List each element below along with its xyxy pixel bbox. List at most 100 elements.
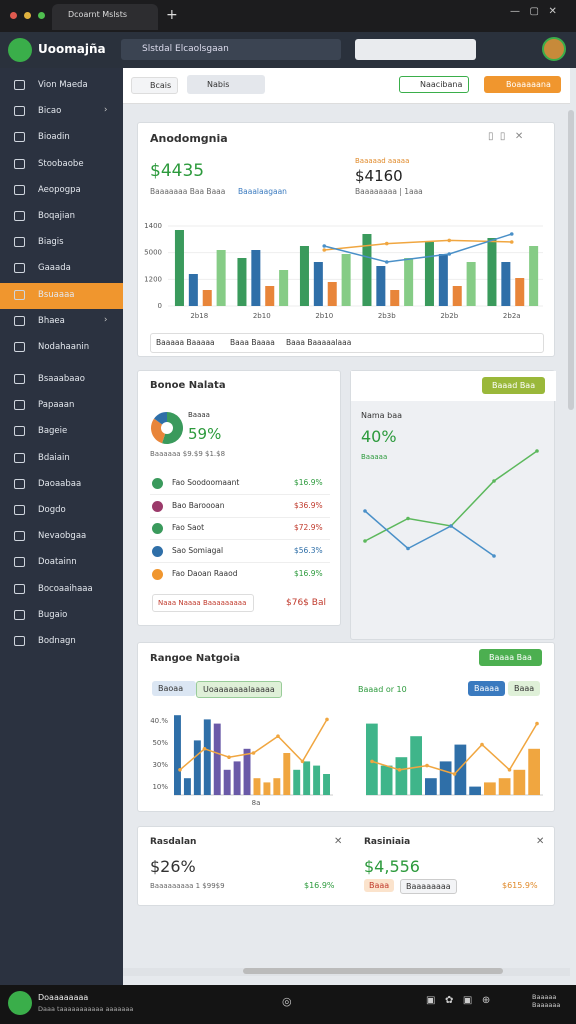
tab-title: Dcoarnt Mslsts [68, 10, 128, 19]
line-point [202, 747, 207, 751]
nav-item[interactable]: Bhaea [38, 315, 65, 326]
y-tick-label: 0 [158, 302, 162, 310]
nav-icon [14, 158, 25, 169]
bar [188, 274, 198, 306]
bar [452, 286, 462, 306]
line-point [251, 751, 256, 755]
nav-item[interactable]: Nodahaanin [38, 342, 90, 352]
nav-icon [14, 557, 25, 568]
line-point [384, 241, 389, 246]
legend-pill[interactable]: Baaaa [468, 681, 506, 696]
bar [469, 786, 481, 795]
nav-item[interactable]: Dogdo [38, 505, 66, 515]
card-title: Anodomgnia [150, 132, 228, 145]
nav-item[interactable]: Nevaobgaa [38, 531, 87, 542]
trend-card: Baaad Baa Nama baa 40% Baaaaa [350, 370, 556, 640]
pie-hole [161, 422, 173, 434]
y-tick-label: 5000 [144, 249, 162, 257]
card-title: Rasiniaia [364, 837, 411, 847]
row-divider [150, 539, 330, 541]
nav-item[interactable]: Vion Maeda [38, 80, 88, 90]
new-tab[interactable]: + [166, 7, 178, 23]
metric-link[interactable]: Baaalaagaan [238, 187, 287, 196]
footer-button[interactable] [152, 594, 254, 612]
filter[interactable]: Baaa Baaaaalaaa [286, 338, 352, 347]
legend-pill[interactable]: Baoaa [152, 681, 196, 696]
bar [213, 723, 221, 795]
nav-item[interactable]: Papaaan [38, 400, 75, 411]
nav-item[interactable]: Bsaaabaao [38, 374, 85, 384]
nav-item[interactable]: Biagis [38, 237, 64, 248]
line-point [384, 260, 389, 264]
metric: 40% [361, 427, 397, 446]
nav-item[interactable]: Gaaada [38, 263, 71, 274]
taskbar-sub: Daaa taaaaaaaaaaa aaaaaaa [38, 1005, 134, 1013]
metric-sub: Baaaaa [361, 453, 388, 461]
card-title: Rasdalan [150, 837, 197, 847]
nav-item[interactable]: Bsuaaaa [38, 289, 75, 300]
x-tick-label: 2b2a [503, 312, 521, 320]
bar [323, 774, 330, 795]
nav-icon [14, 400, 25, 411]
line-point [322, 244, 327, 248]
metric-change: $16.9% [304, 881, 335, 890]
nav-item[interactable]: Daoaabaa [38, 478, 82, 489]
row-divider [150, 562, 330, 564]
nav-item[interactable]: Bodnagn [38, 636, 76, 646]
bar [223, 769, 231, 795]
overview-card: Anodomgnia ▯ ▯ ✕ $4435 Baaaaaaa Baa Baaa… [137, 122, 555, 357]
bar-chart: 1400 5000 1200 0 2b18 2b10 2b10 2b3b 2b2b 2b2a [144, 222, 543, 320]
avatar[interactable] [542, 37, 566, 61]
app-header: Uoomajña Slstdal Elcaolsgaan [0, 32, 576, 68]
nav-item[interactable]: Aeopogpa [38, 184, 81, 195]
line-point [492, 554, 496, 558]
bar [366, 723, 378, 795]
scrollbar[interactable] [568, 110, 574, 410]
line-point [406, 516, 410, 521]
nav-icon [14, 478, 25, 489]
nav-icon [14, 211, 25, 221]
legend-pill[interactable]: Uoaaaaaaalaaaaa [196, 681, 282, 698]
tab-button[interactable]: Nabis [187, 75, 265, 94]
tab-button[interactable]: Bcais [131, 77, 179, 94]
bar [466, 262, 476, 306]
card-title: Rangoe Natgoia [150, 653, 240, 664]
footer-label: Naaa Naaaa Baaaaaaaaa [158, 599, 247, 607]
metric-sub: Baaaaaaaa | 1aaa [355, 187, 423, 196]
bar [498, 778, 511, 795]
line-point [492, 479, 496, 483]
nav-item[interactable]: Bageie [38, 426, 68, 437]
search-box[interactable] [355, 39, 476, 60]
filter-row[interactable] [150, 333, 544, 353]
nav-item[interactable]: Bocoaaihaaa [38, 583, 93, 594]
nav-item[interactable]: Stoobaobe [38, 158, 84, 169]
toolbar: Bcais Nabis Naacibana Boaaaaana [123, 68, 570, 104]
pie-slice [151, 418, 167, 444]
nav-item[interactable]: Bioadin [38, 132, 70, 143]
legend-pill[interactable]: Baaa [508, 681, 541, 696]
bar [390, 290, 400, 306]
filter[interactable]: Baaa Baaaa [230, 338, 275, 347]
tab[interactable] [52, 4, 158, 30]
nav-item[interactable]: Bdaiain [38, 452, 70, 463]
taskbar-clock: Baaaaa Baaaaaa [532, 993, 561, 1009]
range-button[interactable]: Baaaa Baa [479, 649, 542, 666]
row-value: $56.3% [294, 546, 323, 556]
filter[interactable]: Baaaaa Baaaaa [156, 338, 215, 347]
nav-item[interactable]: Bicao [38, 106, 62, 117]
row-icon [152, 523, 163, 535]
action-button[interactable]: Boaaaaana [484, 76, 561, 93]
breadcrumb[interactable] [121, 39, 341, 60]
nav-item[interactable]: Bugaio [38, 609, 68, 620]
nav-item[interactable]: Boqajian [38, 211, 75, 221]
row-label: Bao Baroooan [172, 500, 225, 510]
bar [237, 258, 247, 306]
nav-item[interactable]: Doatainn [38, 557, 77, 568]
chevron: › [104, 314, 108, 325]
metric: $4,556 [364, 857, 420, 876]
legend-label: Baaad or 10 [358, 685, 407, 694]
trend-button[interactable]: Baaad Baa [482, 377, 546, 394]
action-button[interactable]: Naacibana [399, 76, 470, 93]
browser-bar: Dcoarnt Mslsts + — ▢ ✕ [0, 0, 576, 32]
